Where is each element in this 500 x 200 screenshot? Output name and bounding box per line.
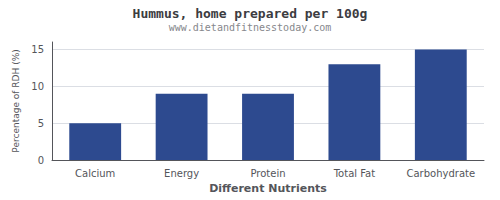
- svg-text:Calcium: Calcium: [75, 168, 115, 179]
- svg-text:Protein: Protein: [250, 168, 285, 179]
- svg-text:5: 5: [38, 118, 44, 129]
- svg-text:Hummus, home prepared per 100g: Hummus, home prepared per 100g: [133, 6, 368, 21]
- svg-text:Total Fat: Total Fat: [333, 168, 375, 179]
- svg-text:Percentage of RDH (%): Percentage of RDH (%): [11, 49, 21, 152]
- svg-text:0: 0: [38, 155, 44, 166]
- svg-text:10: 10: [31, 81, 44, 92]
- svg-text:Different Nutrients: Different Nutrients: [209, 182, 327, 195]
- svg-text:Energy: Energy: [164, 168, 199, 179]
- svg-text:www.dietandfitnesstoday.com: www.dietandfitnesstoday.com: [169, 22, 332, 33]
- svg-text:Carbohydrate: Carbohydrate: [406, 168, 475, 179]
- svg-text:15: 15: [31, 44, 44, 55]
